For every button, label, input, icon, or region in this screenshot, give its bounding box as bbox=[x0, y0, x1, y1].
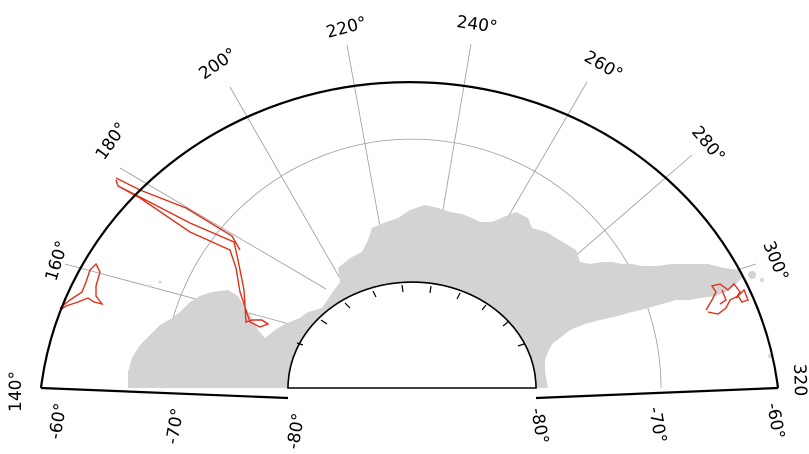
outer-arc bbox=[39, 80, 780, 389]
lon-label-260: 260° bbox=[581, 47, 626, 85]
frame-right bbox=[535, 386, 779, 400]
lon-label-240: 240° bbox=[455, 12, 498, 38]
land-islet bbox=[760, 278, 764, 282]
pole-cap bbox=[287, 281, 537, 389]
lat-label-right-60: -60° bbox=[762, 401, 788, 440]
land-islet-3 bbox=[148, 284, 152, 288]
lon-label-320: 320 bbox=[789, 363, 809, 396]
meridian-200 bbox=[229, 86, 346, 288]
track-east bbox=[705, 282, 749, 315]
lat-label-left-60: -60° bbox=[45, 402, 71, 441]
meridian-160 bbox=[64, 263, 298, 327]
track-loop bbox=[115, 177, 241, 251]
lon-label-200: 200° bbox=[195, 44, 240, 84]
lat-label-left-70: -70° bbox=[162, 407, 188, 446]
lon-label-300: 300° bbox=[758, 238, 792, 283]
lon-label-160: 160° bbox=[42, 238, 73, 283]
land-islet-4 bbox=[158, 280, 162, 284]
lat-label-left-80: -80° bbox=[283, 412, 309, 451]
latitude-labels: -60° -70° -80° -80° -70° -60° bbox=[45, 401, 788, 450]
track-west bbox=[59, 262, 104, 311]
track-east-detail bbox=[719, 289, 727, 305]
map-frame bbox=[39, 80, 780, 400]
land-islet-2 bbox=[768, 354, 772, 358]
track-ross-sea bbox=[115, 179, 270, 328]
lat-label-right-80: -80° bbox=[526, 406, 552, 445]
pole-ticks bbox=[296, 284, 525, 347]
frame-left bbox=[40, 386, 289, 400]
land-islands-east bbox=[748, 271, 756, 279]
meridian-180 bbox=[119, 167, 327, 290]
lon-label-220: 220° bbox=[324, 13, 369, 43]
lon-label-140: 140° bbox=[6, 371, 26, 412]
ship-track bbox=[59, 177, 749, 328]
lon-label-180: 180° bbox=[92, 119, 132, 164]
lat-label-right-70: -70° bbox=[644, 405, 670, 444]
lon-label-280: 280° bbox=[687, 122, 729, 166]
